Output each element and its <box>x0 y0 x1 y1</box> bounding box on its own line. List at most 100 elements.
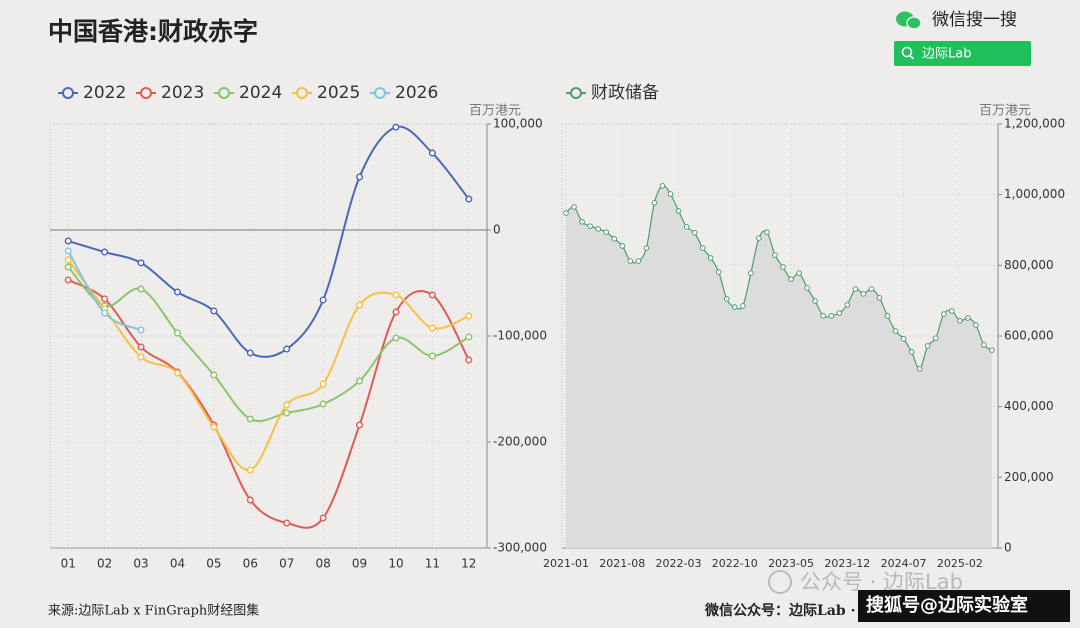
marker <box>772 252 778 258</box>
marker <box>820 313 827 319</box>
marker <box>465 333 473 341</box>
marker <box>210 371 218 379</box>
source: 来源:边际Lab x FinGraph财经图集 <box>48 603 259 619</box>
y-tick-label: 400,000 <box>1004 399 1054 413</box>
marker <box>973 322 979 328</box>
marker <box>764 229 770 235</box>
x-tick-label: 2022-03 <box>656 557 702 570</box>
watermark-icon <box>768 570 792 594</box>
x-tick-label: 2021-01 <box>543 557 589 570</box>
marker <box>246 349 254 357</box>
y-tick-label: 1,200,000 <box>1004 117 1065 131</box>
marker <box>173 288 181 296</box>
marker <box>707 255 714 261</box>
marker <box>675 208 682 214</box>
legend-marker <box>296 87 308 99</box>
x-tick-label: 2022-10 <box>712 557 758 570</box>
marker <box>812 298 818 304</box>
marker <box>246 415 254 423</box>
marker <box>101 309 109 317</box>
y-tick-label: 200,000 <box>1004 470 1054 484</box>
x-tick-label: 2021-08 <box>599 557 645 570</box>
marker <box>949 308 955 314</box>
marker <box>587 223 593 229</box>
marker <box>246 496 254 504</box>
x-tick-label: 09 <box>352 557 367 571</box>
marker <box>465 312 473 320</box>
marker <box>319 380 327 388</box>
x-tick-label: 12 <box>461 557 476 571</box>
y-tick-label: 600,000 <box>1004 329 1054 343</box>
marker <box>283 401 291 409</box>
marker <box>932 335 939 341</box>
y-tick-label: -100,000 <box>493 329 547 343</box>
marker <box>965 315 971 321</box>
legend-label: 2024 <box>239 83 282 103</box>
y-tick-label: 0 <box>493 223 501 237</box>
marker <box>611 236 618 242</box>
marker <box>428 149 436 157</box>
marker <box>731 304 738 310</box>
marker <box>981 342 987 348</box>
marker <box>64 237 72 245</box>
marker <box>659 183 666 189</box>
marker <box>691 230 698 236</box>
y-axis-label: 百万港元 <box>979 104 1031 119</box>
legend-marker <box>374 87 386 99</box>
marker <box>210 307 218 315</box>
badge <box>858 590 1070 622</box>
marker <box>579 219 585 225</box>
marker <box>64 276 72 284</box>
marker <box>173 369 181 377</box>
x-tick-label: 2023-12 <box>824 557 870 570</box>
marker <box>989 347 995 353</box>
marker <box>465 356 473 364</box>
marker <box>619 243 626 249</box>
y-tick-label: 800,000 <box>1004 258 1054 272</box>
marker <box>876 295 883 301</box>
marker <box>210 423 218 431</box>
title: 中国香港:财政赤字 <box>48 17 258 46</box>
marker <box>137 259 145 267</box>
marker <box>356 173 364 181</box>
y-tick-label: 1,000,000 <box>1004 187 1065 201</box>
marker <box>715 269 722 275</box>
marker <box>137 285 145 293</box>
x-tick-label: 07 <box>279 557 294 571</box>
marker <box>940 311 947 317</box>
legend-marker <box>140 87 152 99</box>
marker <box>836 310 843 316</box>
marker <box>283 345 291 353</box>
y-axis-label: 百万港元 <box>469 104 521 119</box>
x-tick-label: 04 <box>170 557 185 571</box>
marker <box>64 247 72 255</box>
x-tick-label: 2023-05 <box>768 557 814 570</box>
marker <box>756 235 762 241</box>
marker <box>392 291 400 299</box>
y-tick-label: -300,000 <box>493 541 547 555</box>
marker <box>392 123 400 131</box>
marker <box>924 343 931 349</box>
marker <box>101 295 109 303</box>
marker <box>603 229 609 235</box>
x-tick-label: 10 <box>388 557 403 571</box>
wechat-icon <box>896 11 922 30</box>
x-tick-label: 02 <box>97 557 112 571</box>
marker <box>64 256 72 264</box>
marker <box>683 224 690 230</box>
legend-label: 2026 <box>395 83 438 103</box>
marker <box>319 296 327 304</box>
marker <box>699 245 706 251</box>
legend-marker <box>62 87 74 99</box>
marker <box>884 313 891 319</box>
legend-label: 2025 <box>317 83 360 103</box>
marker <box>101 248 109 256</box>
marker <box>908 349 915 355</box>
search-button[interactable] <box>894 41 1031 66</box>
legend-label: 2023 <box>161 83 204 103</box>
marker <box>465 195 473 203</box>
x-tick-label: 01 <box>61 557 76 571</box>
search-button-label: 边际Lab <box>922 47 971 62</box>
